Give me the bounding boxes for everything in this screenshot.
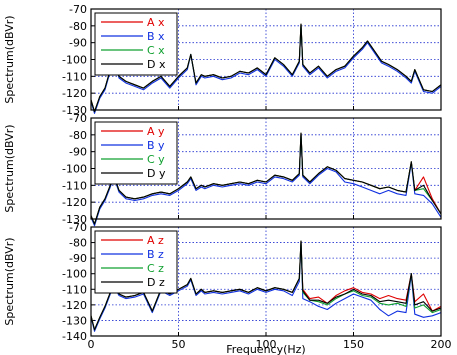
legend-box bbox=[94, 12, 178, 76]
series-line-b-z bbox=[90, 242, 442, 332]
legend-box bbox=[94, 121, 178, 185]
chart-panel-y: -70 -80 -90 -100 -110 -120 -130 A yB yC yD y Spe… bbox=[3, 112, 442, 227]
chart-panel-z: -70 -80 -90 -100 -110 -120 -130 -140 A zB zC zD … bbox=[3, 221, 452, 355]
y-tick-label: -100 bbox=[62, 268, 87, 281]
legend-label: D z bbox=[147, 276, 165, 289]
legend-label: C y bbox=[147, 153, 165, 166]
legend-label: B z bbox=[147, 248, 164, 261]
y-tick-label: -80 bbox=[69, 237, 87, 250]
x-tick-label: 200 bbox=[431, 338, 452, 351]
series-line-d-z bbox=[90, 240, 442, 331]
y-tick-label: -100 bbox=[62, 163, 87, 176]
series-line-b-y bbox=[90, 134, 442, 227]
y-tick-label: -70 bbox=[69, 221, 87, 234]
chart-panel-x: -70 -80 -90 -100 -110 -120 -130 A xB xC xD x Spe… bbox=[3, 3, 442, 117]
x-tick-label: 50 bbox=[172, 338, 186, 351]
y-tick-label: -110 bbox=[62, 70, 87, 83]
legend-box bbox=[94, 230, 178, 294]
y-tick-label: -90 bbox=[69, 37, 87, 50]
legend-label: C x bbox=[147, 44, 165, 57]
legend-label: B x bbox=[147, 30, 165, 43]
plot-frame bbox=[90, 8, 442, 111]
y-tick-label: -80 bbox=[69, 20, 87, 33]
plot-frame bbox=[90, 226, 442, 337]
y-tick-label: -120 bbox=[62, 87, 87, 100]
y-tick-label: -120 bbox=[62, 299, 87, 312]
legend-label: B y bbox=[147, 139, 165, 152]
x-axis-label: Frequency(Hz) bbox=[226, 343, 305, 355]
legend: A xB xC xD x bbox=[94, 12, 178, 76]
y-tick-label: -130 bbox=[62, 213, 87, 226]
legend-label: A y bbox=[147, 125, 165, 138]
y-axis-label: Spectrum(dBVr) bbox=[3, 124, 16, 212]
legend-label: D x bbox=[147, 58, 166, 71]
y-axis-label: Spectrum(dBVr) bbox=[3, 15, 16, 103]
y-tick-label: -140 bbox=[62, 330, 87, 343]
legend-label: D y bbox=[147, 167, 166, 180]
series-line-b-x bbox=[90, 25, 442, 114]
y-tick-label: -130 bbox=[62, 104, 87, 117]
y-tick-label: -90 bbox=[69, 146, 87, 159]
y-tick-label: -80 bbox=[69, 129, 87, 142]
y-tick-label: -110 bbox=[62, 179, 87, 192]
series-line-d-x bbox=[90, 23, 442, 113]
legend: A yB yC yD y bbox=[94, 121, 178, 185]
y-axis-label: Spectrum(dBVr) bbox=[3, 237, 16, 325]
x-tick-label: 100 bbox=[256, 338, 277, 351]
y-tick-label: -100 bbox=[62, 54, 87, 67]
y-tick-label: -120 bbox=[62, 196, 87, 209]
y-tick-label: -70 bbox=[69, 3, 87, 16]
legend: A zB zC zD z bbox=[94, 230, 178, 294]
plot-frame bbox=[90, 117, 442, 220]
legend-label: C z bbox=[147, 262, 164, 275]
y-tick-label: -130 bbox=[62, 314, 87, 327]
legend-label: A x bbox=[147, 16, 165, 29]
y-tick-label: -90 bbox=[69, 252, 87, 265]
y-tick-label: -70 bbox=[69, 112, 87, 125]
y-tick-label: -110 bbox=[62, 283, 87, 296]
legend-label: A z bbox=[147, 234, 164, 247]
series-line-d-y bbox=[90, 132, 442, 225]
x-tick-label: 0 bbox=[88, 338, 95, 351]
x-tick-label: 150 bbox=[343, 338, 364, 351]
